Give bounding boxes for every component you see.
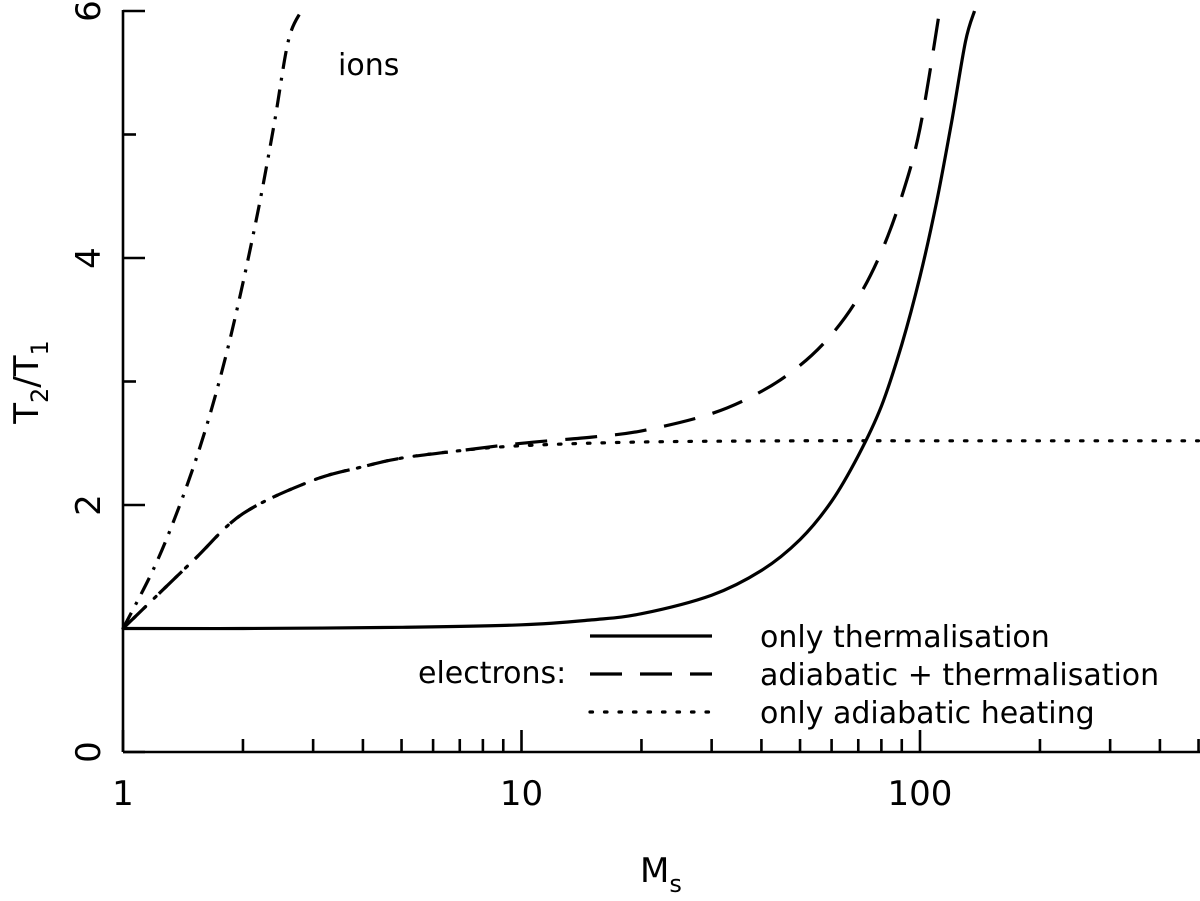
x-tick-label: 1 [112, 774, 134, 814]
y-tick-label: 2 [69, 494, 109, 516]
ions-annotation: ions [338, 48, 399, 83]
series-line-only-adiabatic-heating [121, 439, 1200, 631]
y-tick-label: 6 [69, 0, 109, 22]
legend-label: only adiabatic heating [760, 696, 1095, 731]
legend-label: adiabatic + thermalisation [760, 658, 1159, 693]
y-axis-title-main1: T [7, 403, 47, 425]
y-axis-title-sub2: 1 [26, 340, 54, 355]
x-axis-title-main: M [640, 851, 669, 891]
x-axis-title-sub: s [669, 870, 682, 898]
y-axis-title-sub1: 2 [26, 388, 54, 403]
legend: electrons: only thermalisationadiabatic … [418, 620, 1159, 731]
ticks [121, 9, 1200, 754]
y-tick-label: 4 [69, 247, 109, 269]
y-axis-title-main2: T [7, 355, 47, 377]
y-axis-title-slash: / [7, 376, 47, 388]
x-tick-label: 100 [888, 774, 953, 814]
legend-label: only thermalisation [760, 620, 1050, 655]
y-tick-label: 0 [69, 741, 109, 763]
series-line-ions [121, 10, 303, 630]
series-group [121, 10, 1200, 631]
x-axis-title: Ms [640, 851, 682, 898]
x-tick-label: 10 [500, 774, 543, 814]
y-axis-title: T2/T1 [7, 340, 54, 425]
legend-group-label: electrons: [418, 656, 566, 691]
tick-labels: 1 10 100 0 2 4 6 [69, 0, 952, 814]
series-line-only-thermalisation [122, 10, 977, 631]
series-line-adiabatic-thermalisation [121, 10, 942, 630]
